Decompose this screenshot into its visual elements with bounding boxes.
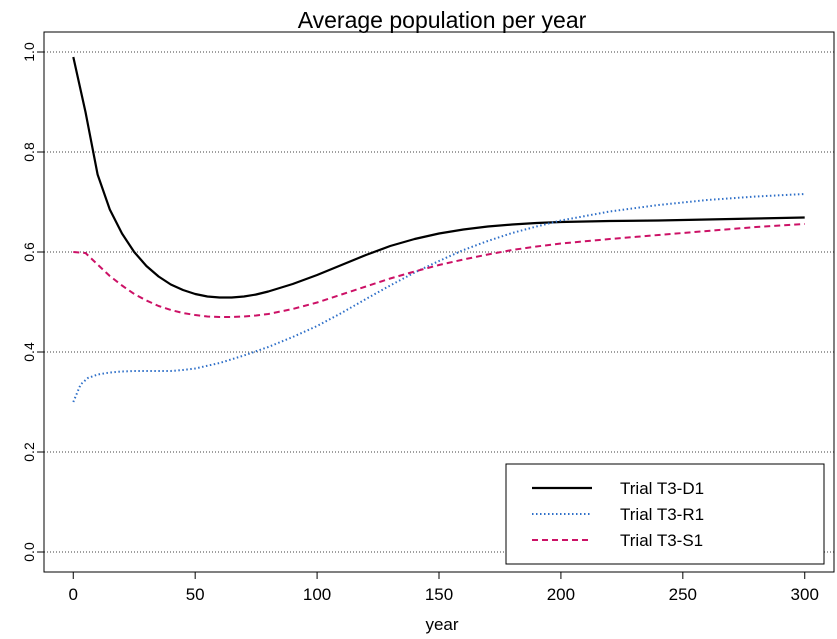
y-axis: 0.0 0.2 0.4 0.6 0.8 1.0 xyxy=(21,42,44,562)
x-tick-label: 0 xyxy=(69,585,78,604)
series-line-2 xyxy=(72,193,805,403)
x-tick-label: 100 xyxy=(303,585,331,604)
y-tick-label: 0.6 xyxy=(21,242,37,262)
legend-label: Trial T3-D1 xyxy=(620,479,704,498)
legend-box xyxy=(505,463,825,565)
y-tick-label: 0.8 xyxy=(21,142,37,162)
x-tick-label: 250 xyxy=(669,585,697,604)
legend-label: Trial T3-S1 xyxy=(620,531,703,550)
y-tick-label: 0.0 xyxy=(21,542,37,562)
chart-title: Average population per year xyxy=(298,7,587,33)
series-line-3 xyxy=(73,223,805,318)
y-tick-label: 0.4 xyxy=(21,342,37,362)
legend-label: Trial T3-R1 xyxy=(620,505,704,524)
x-tick-label: 200 xyxy=(547,585,575,604)
x-tick-label: 150 xyxy=(425,585,453,604)
x-tick-label: 50 xyxy=(186,585,205,604)
y-tick-label: 0.2 xyxy=(21,442,37,462)
y-tick-label: 1.0 xyxy=(21,42,37,62)
legend: Trial T3-D1 Trial T3-R1 Trial T3-S1 xyxy=(505,463,825,565)
x-axis-label: year xyxy=(425,615,458,634)
x-tick-label: 300 xyxy=(791,585,819,604)
series-group xyxy=(72,56,805,403)
x-axis: 0 50 100 150 200 250 300 xyxy=(69,572,819,604)
